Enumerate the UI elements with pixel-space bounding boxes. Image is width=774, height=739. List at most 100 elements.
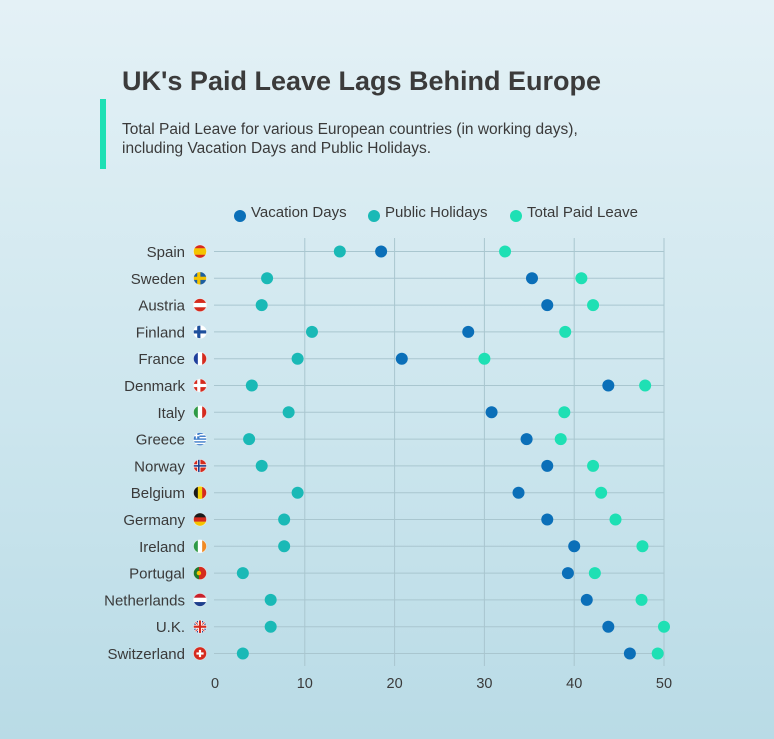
total-paid-leave-point-u-k[interactable] [658, 620, 670, 633]
chart-legend[interactable]: Vacation Days Public Holidays Total Paid L… [234, 204, 638, 222]
public-holidays-point-austria[interactable] [255, 299, 268, 312]
public-holidays-point-germany[interactable] [278, 513, 291, 526]
vacation-days-point-norway[interactable] [541, 459, 554, 472]
chart-subtitle: Total Paid Leave for various European co… [122, 121, 578, 157]
total-paid-leave-point-denmark[interactable] [639, 379, 652, 392]
country-label-denmark: Denmark [124, 378, 185, 395]
public-holidays-point-belgium[interactable] [291, 486, 304, 499]
total-paid-leave-point-belgium[interactable] [595, 486, 608, 499]
public-holidays-point-portugal[interactable] [236, 567, 249, 580]
vacation-days-point-finland[interactable] [462, 325, 475, 338]
spain-flag-icon [193, 244, 207, 259]
total-paid-leave-point-netherlands[interactable] [635, 593, 648, 606]
country-label-netherlands: Netherlands [104, 592, 185, 609]
country-label-switzerland: Switzerland [107, 646, 185, 663]
vacation-days-point-belgium[interactable] [512, 486, 525, 499]
public-holidays-point-switzerland[interactable] [236, 647, 249, 660]
vacation-days-point-denmark[interactable] [602, 379, 615, 392]
x-tick-label: 0 [211, 676, 219, 692]
legend-label-total-paid-leave: Total Paid Leave [527, 204, 638, 221]
public-holidays-point-u-k[interactable] [264, 620, 277, 633]
x-tick-label: 50 [656, 676, 672, 692]
public-holidays-point-finland[interactable] [305, 325, 318, 338]
country-label-finland: Finland [136, 324, 185, 341]
public-holidays-point-sweden[interactable] [261, 272, 274, 285]
total-paid-leave-point-spain[interactable] [499, 245, 512, 258]
total-paid-leave-point-norway[interactable] [587, 459, 600, 472]
country-label-u-k: U.K. [156, 619, 185, 636]
netherlands-flag-icon [193, 593, 207, 607]
portugal-flag-icon [193, 566, 207, 580]
chart-grid [214, 238, 665, 666]
country-label-portugal: Portugal [129, 566, 185, 583]
total-paid-leave-point-ireland[interactable] [636, 540, 649, 553]
country-labels: Spain Sweden Austria Finland France Denmark It… [104, 244, 186, 663]
vacation-days-point-austria[interactable] [541, 299, 554, 312]
public-holidays-point-norway[interactable] [255, 459, 268, 472]
total-paid-leave-point-france[interactable] [478, 352, 491, 365]
country-label-sweden: Sweden [131, 271, 185, 288]
sweden-flag-icon [193, 271, 207, 286]
country-label-spain: Spain [147, 244, 185, 261]
legend-item-vacation-days[interactable]: Vacation Days [234, 204, 347, 222]
vacation-days-point-netherlands[interactable] [580, 593, 593, 606]
vacation-days-point-italy[interactable] [485, 406, 498, 419]
public-holidays-point-italy[interactable] [282, 406, 295, 419]
vacation-days-point-greece[interactable] [520, 433, 533, 446]
vacation-days-point-switzerland[interactable] [623, 647, 636, 660]
italy-flag-icon [193, 405, 207, 420]
france-flag-icon [193, 351, 207, 366]
chart-title: UK's Paid Leave Lags Behind Europe [122, 66, 602, 96]
x-tick-label: 30 [476, 676, 492, 692]
austria-flag-icon [193, 298, 207, 312]
public-holidays-point-ireland[interactable] [278, 540, 291, 553]
legend-item-public-holidays[interactable]: Public Holidays [368, 204, 488, 222]
x-axis-ticks: 0 10 20 30 40 50 [211, 676, 672, 692]
public-holidays-point-spain[interactable] [333, 245, 346, 258]
x-tick-label: 20 [387, 676, 403, 692]
vacation-days-point-portugal[interactable] [561, 567, 574, 580]
total-paid-leave-point-finland[interactable] [559, 325, 572, 338]
switzerland-flag-icon [193, 646, 207, 661]
total-paid-leave-point-austria[interactable] [587, 299, 600, 312]
total-paid-leave-point-switzerland[interactable] [651, 647, 664, 660]
total-paid-leave-point-portugal[interactable] [588, 567, 601, 580]
country-label-germany: Germany [123, 512, 185, 529]
vacation-days-point-germany[interactable] [541, 513, 554, 526]
legend-label-vacation-days: Vacation Days [251, 204, 347, 221]
country-label-belgium: Belgium [131, 485, 185, 502]
total-paid-leave-point-italy[interactable] [558, 406, 571, 419]
vacation-days-point-spain[interactable] [375, 245, 388, 258]
country-label-norway: Norway [134, 458, 185, 475]
belgium-flag-icon [193, 485, 207, 500]
legend-marker-public-holidays [368, 210, 380, 222]
public-holidays-point-france[interactable] [291, 352, 304, 365]
title-accent-bar [100, 99, 106, 169]
finland-flag-icon [193, 325, 207, 339]
legend-marker-vacation-days [234, 210, 246, 222]
public-holidays-point-greece[interactable] [243, 433, 256, 446]
denmark-flag-icon [193, 378, 207, 393]
country-label-greece: Greece [136, 432, 185, 449]
data-points [236, 245, 670, 660]
uk-flag-icon [193, 619, 207, 634]
vacation-days-point-ireland[interactable] [568, 540, 581, 553]
vacation-days-point-france[interactable] [395, 352, 408, 365]
public-holidays-point-netherlands[interactable] [264, 593, 277, 606]
country-label-france: France [138, 351, 185, 368]
greece-flag-icon [193, 432, 207, 446]
public-holidays-point-denmark[interactable] [245, 379, 258, 392]
flag-icons [193, 244, 207, 661]
x-tick-label: 40 [566, 676, 582, 692]
vacation-days-point-u-k[interactable] [602, 620, 615, 633]
norway-flag-icon [193, 459, 207, 473]
x-tick-label: 10 [297, 676, 313, 692]
total-paid-leave-point-germany[interactable] [609, 513, 622, 526]
legend-item-total-paid-leave[interactable]: Total Paid Leave [510, 204, 638, 222]
total-paid-leave-point-sweden[interactable] [575, 272, 588, 285]
total-paid-leave-point-greece[interactable] [554, 433, 567, 446]
germany-flag-icon [193, 512, 207, 527]
vacation-days-point-sweden[interactable] [525, 272, 538, 285]
legend-label-public-holidays: Public Holidays [385, 204, 488, 221]
